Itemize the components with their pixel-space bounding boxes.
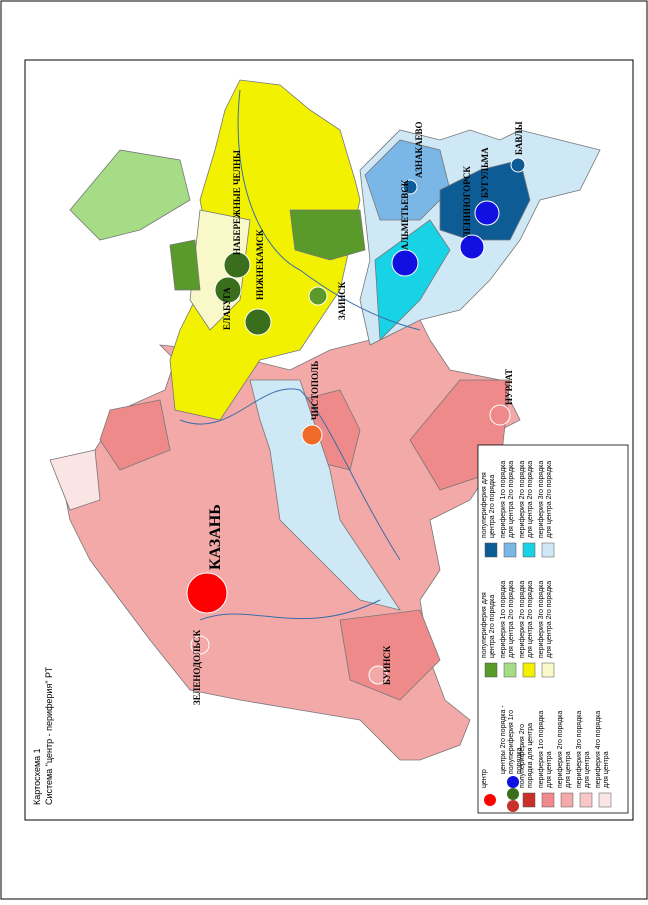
river xyxy=(199,599,381,621)
legend-swatch xyxy=(522,542,536,558)
legend-label: полупериферия для xyxy=(481,592,488,658)
center xyxy=(186,572,228,614)
legend-label: для центра xyxy=(565,751,572,788)
dark-blue-region xyxy=(439,159,531,241)
city-label: ЛЕНИНОГОРСК xyxy=(462,166,472,238)
legend-label: для центра 2го порядка xyxy=(527,461,534,538)
river xyxy=(179,388,401,561)
map-caption: Картосхема 1 Система "центр - периферия"… xyxy=(32,666,54,805)
legend-label: периферия 1го порядка xyxy=(500,581,507,658)
legend-swatch xyxy=(484,662,498,678)
center xyxy=(223,251,251,279)
city-label: АЛЬМЕТЬЕВСК xyxy=(400,179,410,250)
legend-box xyxy=(477,444,629,814)
dark-green-region xyxy=(169,239,201,291)
legend-label: периферия 3го порядка xyxy=(576,711,583,788)
legend: центр центры 2го порядка - полупериферия 1… xyxy=(481,461,612,812)
legend-swatch xyxy=(541,792,555,808)
city-labels: КАЗАНЬ ЗЕЛЕНОДОЛЬСК ЧИСТОПОЛЬ НУРЛАТ БУИНСК Е… xyxy=(192,121,524,705)
center xyxy=(214,276,242,304)
legend-label: центра 2го порядка xyxy=(489,595,496,658)
center xyxy=(190,635,210,655)
city-label: КАЗАНЬ xyxy=(207,504,224,570)
legend-label: полупериферия 2го xyxy=(519,724,526,788)
city-label: АЗНАКАЕВО xyxy=(414,121,424,178)
map-title: Картосхема 1 xyxy=(32,748,42,805)
center xyxy=(489,404,511,426)
city-label: БАВЛЫ xyxy=(514,121,524,155)
center xyxy=(510,157,526,173)
pink-dark-region xyxy=(339,609,441,701)
city-label: ЧИСТОПОЛЬ xyxy=(310,361,320,420)
city-label: БУИНСК xyxy=(382,645,392,685)
city-label: ЕЛАБУГА xyxy=(222,287,232,330)
city-label: БУГУЛЬМА xyxy=(480,147,490,198)
legend-label: периферия 4го порядка xyxy=(595,711,602,788)
legend-label: периферия 2го порядка xyxy=(519,581,526,658)
legend-swatch xyxy=(507,800,519,812)
legend-swatch xyxy=(560,792,574,808)
city-label: НАБЕРЕЖНЫЕ ЧЕЛНЫ xyxy=(232,150,242,255)
legend-label: периферия 2го порядка xyxy=(519,461,526,538)
legend-swatch xyxy=(541,662,555,678)
centers xyxy=(186,157,526,685)
legend-label: полупериферия для xyxy=(481,472,488,538)
legend-label: центр xyxy=(481,769,488,788)
legend-label: для центра 2го порядка xyxy=(546,461,553,538)
legend-label: для центра 2го порядка xyxy=(508,581,515,658)
legend-label: порядка xyxy=(516,747,523,774)
legend-label: периферия 1го порядка xyxy=(500,461,507,538)
legend-swatch xyxy=(541,542,555,558)
map-subtitle: Система "центр - периферия" РТ xyxy=(44,666,54,805)
legend-label: периферия 3го порядка xyxy=(538,581,545,658)
map-frame xyxy=(24,59,634,821)
legend-swatch xyxy=(579,792,593,808)
pink-dark-region xyxy=(99,399,171,471)
legend-label: для центра 2го порядка xyxy=(508,461,515,538)
legend-label: периферия 3го порядка xyxy=(538,461,545,538)
legend-swatch xyxy=(503,662,517,678)
legend-label: центра 2го порядка xyxy=(489,475,496,538)
legend-label: периферия 1го порядка xyxy=(538,711,545,788)
dark-green-region xyxy=(289,209,366,261)
center xyxy=(402,179,418,195)
rivers xyxy=(179,89,421,621)
legend-label: для центра xyxy=(603,751,610,788)
city-label: ЗЕЛЕНОДОЛЬСК xyxy=(192,629,202,705)
city-label: НУРЛАТ xyxy=(504,369,514,405)
legend-label: для центра 2го порядка xyxy=(527,581,534,658)
legend-swatch xyxy=(522,792,536,808)
legend-label: для центра 2го порядка xyxy=(546,581,553,658)
center xyxy=(474,200,500,226)
legend-label: периферия 2го порядка xyxy=(557,711,564,788)
legend-swatch xyxy=(598,792,612,808)
center xyxy=(459,234,485,260)
center xyxy=(391,249,419,277)
legend-label: полупериферия 1го xyxy=(508,710,515,774)
center xyxy=(308,286,328,306)
legend-swatch xyxy=(522,662,536,678)
legend-swatch xyxy=(484,794,496,806)
city-label: ЗАИНСК xyxy=(337,281,347,320)
legend-label: порядка для центра xyxy=(527,723,534,788)
cyan-region xyxy=(374,219,451,341)
legend-label: центры 2го порядка - xyxy=(500,705,507,774)
legend-swatch xyxy=(507,788,519,800)
volga-strip xyxy=(249,379,401,611)
legend-swatch xyxy=(503,542,517,558)
river xyxy=(237,89,421,331)
center xyxy=(368,665,388,685)
legend-label: для центра xyxy=(584,751,591,788)
center xyxy=(244,308,272,336)
legend-swatch xyxy=(484,542,498,558)
city-label: НИЖНЕКАМСК xyxy=(255,229,265,300)
light-green-region xyxy=(69,149,191,241)
pink-light-region xyxy=(49,449,101,511)
legend-swatch xyxy=(507,776,519,788)
center xyxy=(301,424,323,446)
legend-label: для центра xyxy=(546,751,553,788)
